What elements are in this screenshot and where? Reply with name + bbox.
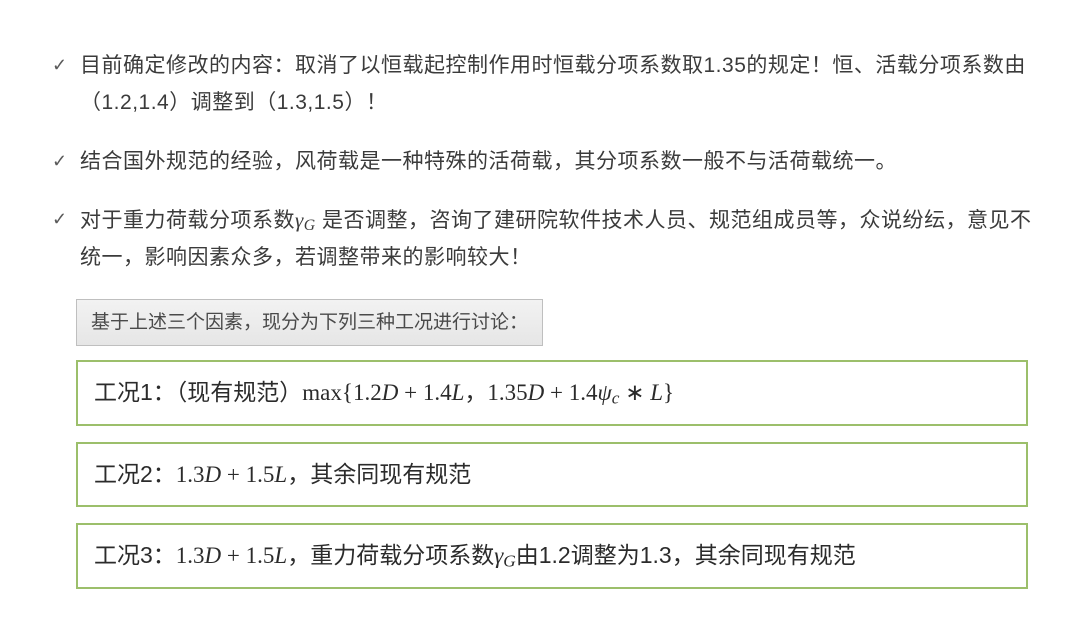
var-D: D <box>528 380 545 405</box>
gamma-symbol: γ <box>295 208 304 232</box>
bullet-text: 结合国外规范的经验，风荷载是一种特殊的活荷载，其分项系数一般不与活荷载统一。 <box>80 144 1036 181</box>
bullet-item: ✓ 结合国外规范的经验，风荷载是一种特殊的活荷载，其分项系数一般不与活荷载统一。 <box>52 144 1036 181</box>
case2-rest: ，其余同现有规范 <box>287 461 471 487</box>
gamma-subscript: G <box>304 217 316 234</box>
case-3-box: 工况3：1.3D + 1.5L，重力荷载分项系数γG由1.2调整为1.3，其余同… <box>76 523 1028 589</box>
gamma-symbol: γ <box>494 543 503 568</box>
coef: 1.3 <box>176 462 205 487</box>
var-D: D <box>382 380 399 405</box>
comma: ， <box>464 379 487 405</box>
bullet-list: ✓ 目前确定修改的内容：取消了以恒载起控制作用时恒载分项系数取1.35的规定！恒… <box>52 48 1036 277</box>
var-L: L <box>650 380 663 405</box>
bullet3-prefix: 对于重力荷载分项系数 <box>80 209 295 232</box>
case-list: 工况1：（现有规范）max{1.2D + 1.4L，1.35D + 1.4ψc … <box>76 360 1028 589</box>
case3-mid: ，重力荷载分项系数 <box>287 542 494 568</box>
var-D: D <box>205 543 222 568</box>
plus: + <box>221 462 245 487</box>
open-brace: { <box>342 380 353 405</box>
coef: 1.3 <box>176 543 205 568</box>
checkmark-icon: ✓ <box>52 48 80 122</box>
var-L: L <box>452 380 465 405</box>
coef: 1.4 <box>569 380 598 405</box>
plus: + <box>544 380 568 405</box>
var-L: L <box>274 462 287 487</box>
close-brace: } <box>663 380 674 405</box>
bullet-text: 目前确定修改的内容：取消了以恒载起控制作用时恒载分项系数取1.35的规定！恒、活… <box>80 48 1036 122</box>
coef: 1.35 <box>487 380 527 405</box>
case3-label: 工况3： <box>94 542 176 568</box>
var-D: D <box>205 462 222 487</box>
var-L: L <box>274 543 287 568</box>
coef: 1.5 <box>246 543 275 568</box>
case1-fn: max <box>302 380 342 405</box>
discussion-note-box: 基于上述三个因素，现分为下列三种工况进行讨论： <box>76 299 543 346</box>
coef: 1.2 <box>353 380 382 405</box>
gamma-subscript: G <box>503 551 515 570</box>
bullet-item: ✓ 对于重力荷载分项系数γG 是否调整，咨询了建研院软件技术人员、规范组成员等，… <box>52 202 1036 277</box>
psi-symbol: ψ <box>597 380 611 405</box>
checkmark-icon: ✓ <box>52 144 80 181</box>
case-2-box: 工况2：1.3D + 1.5L，其余同现有规范 <box>76 442 1028 507</box>
case3-rest: 由1.2调整为1.3，其余同现有规范 <box>516 542 856 568</box>
plus: + <box>398 380 422 405</box>
bullet-text: 对于重力荷载分项系数γG 是否调整，咨询了建研院软件技术人员、规范组成员等，众说… <box>80 202 1036 277</box>
case1-label: 工况1：（现有规范） <box>94 379 302 405</box>
coef: 1.5 <box>246 462 275 487</box>
case-1-box: 工况1：（现有规范）max{1.2D + 1.4L，1.35D + 1.4ψc … <box>76 360 1028 426</box>
plus: + <box>221 543 245 568</box>
checkmark-icon: ✓ <box>52 202 80 277</box>
bullet-item: ✓ 目前确定修改的内容：取消了以恒载起控制作用时恒载分项系数取1.35的规定！恒… <box>52 48 1036 122</box>
coef: 1.4 <box>423 380 452 405</box>
times: ∗ <box>619 380 650 405</box>
case2-label: 工况2： <box>94 461 176 487</box>
